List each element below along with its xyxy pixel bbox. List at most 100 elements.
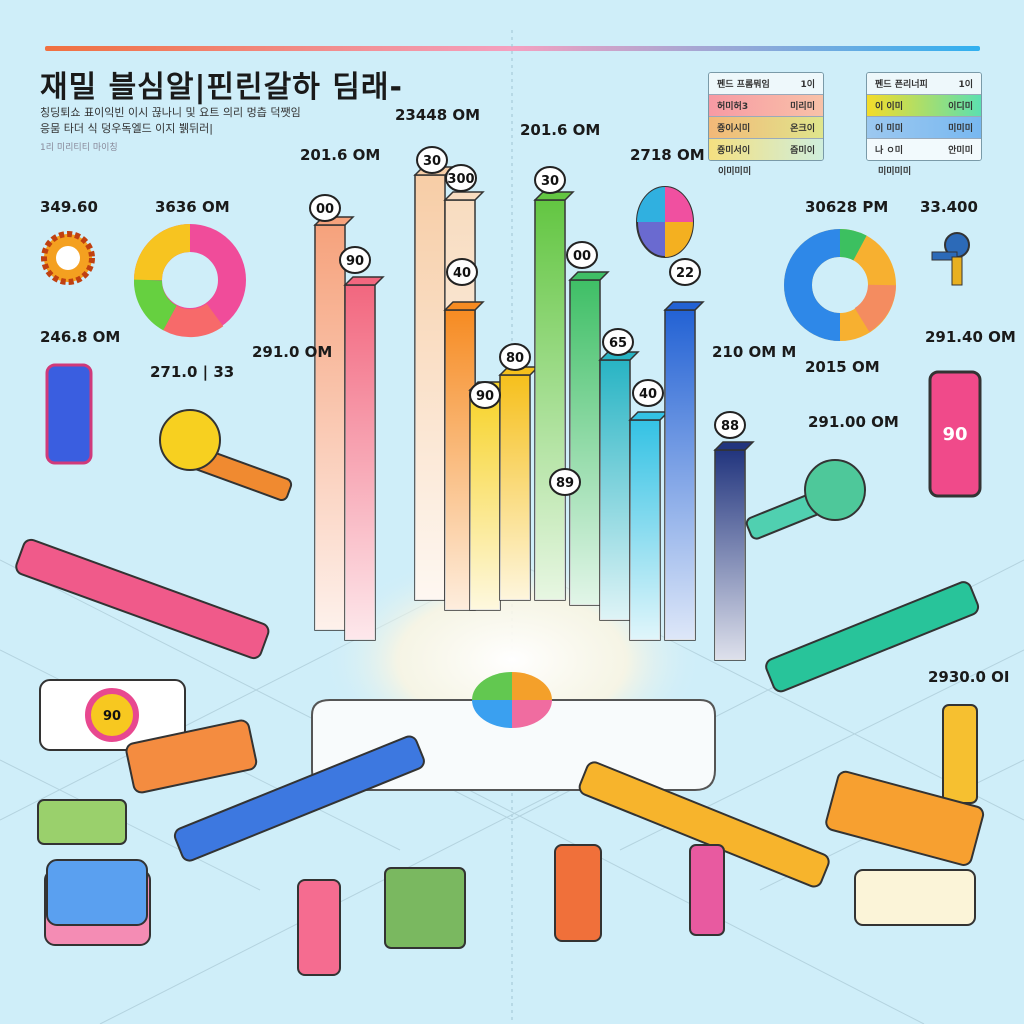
key-icon (931, 232, 970, 286)
center-pie-chart (472, 672, 552, 728)
color-wheel-icon (636, 186, 694, 258)
legend-cell: 죵이시미 (717, 124, 751, 134)
legend-cell: 안미미 (948, 146, 973, 156)
stat-value: 291.0 OM (252, 343, 332, 361)
bar-top (628, 411, 670, 421)
stat-value: 30628 PM (805, 198, 888, 216)
phone-small (942, 704, 978, 804)
stat-value: 246.8 OM (40, 328, 120, 346)
bubble-label: 22 (676, 266, 694, 281)
bar-fade (570, 280, 600, 605)
phone-left (45, 363, 93, 465)
tray-left (39, 679, 186, 751)
bar-top (443, 191, 485, 201)
donut-chart-left (134, 224, 246, 338)
subtitle-caption: 1리 미리티티 마이칭 (40, 143, 118, 153)
bar (444, 199, 476, 601)
bubble-label: 30 (541, 174, 559, 189)
stat-labels: 23448 OM 201.6 OM 201.6 OM 2718 OM 349.60 363… (40, 106, 1016, 686)
value-bubble (499, 343, 531, 371)
bar-top (343, 276, 385, 286)
legend-cell: 온크이 (790, 124, 815, 134)
bar-fade (500, 375, 530, 600)
stat-value: 33.400 (920, 198, 978, 216)
phone-tilted (825, 770, 985, 866)
phone-right (928, 370, 982, 498)
legend-table-left: 펜드 프롬뭐임 1이 허미허3 미리미 죵이시미 온크이 죵미서이 즘미이 (708, 72, 824, 161)
bubble-label: 300 (447, 172, 474, 187)
donut-chart-right (784, 228, 896, 341)
value-bubble (549, 468, 581, 496)
legend-cell: 나 ㅇ미 (875, 146, 903, 156)
book-stack (384, 867, 466, 949)
wrist-band-green (765, 581, 980, 693)
legend-row: 죵미서이 즘미이 (709, 138, 823, 160)
tray-ring (85, 688, 139, 742)
value-bubble (309, 194, 341, 222)
bar-top (533, 191, 575, 201)
legend-cell: 펜드 프롬뭐임 (717, 80, 770, 90)
bar (314, 224, 346, 631)
legend-cell: 허미허3 (717, 102, 749, 112)
legend-footer: 미미미미 (878, 167, 912, 177)
value-bubble (534, 166, 566, 194)
bar (499, 374, 531, 601)
phone-screen-label: 90 (942, 424, 967, 445)
stat-value: 201.6 OM (300, 146, 380, 164)
legend-row: 나 ㅇ미 안미미 (867, 138, 981, 160)
stat-value: 2718 OM (630, 146, 705, 164)
device-orange (125, 719, 258, 794)
wrist-band-teal (745, 483, 846, 540)
pie-slice (512, 700, 552, 728)
bar (714, 449, 746, 661)
bar (569, 279, 601, 606)
legend-header: 펜드 프롬뭐임 1이 (709, 73, 823, 94)
bar (534, 199, 566, 601)
legend-cell: 즘미이 (790, 146, 815, 156)
value-bubble (446, 258, 478, 286)
bubble-label: 40 (453, 266, 471, 281)
legend-footer: 이미미미 (718, 167, 752, 177)
card-stack-top (46, 859, 148, 926)
bar (599, 359, 631, 621)
legend-row: 죵이시미 온크이 (709, 116, 823, 138)
bubble-label: 00 (316, 202, 334, 217)
value-bubble (566, 241, 598, 269)
bubble-label: 65 (609, 336, 627, 351)
bar-fade (630, 420, 660, 640)
value-bubble (602, 328, 634, 356)
bar (469, 389, 501, 611)
bar-top (663, 301, 705, 311)
bar-top (443, 301, 485, 311)
value-bubble (632, 379, 664, 407)
center-glow (322, 550, 702, 770)
bar-fade (445, 310, 475, 610)
page-title: 재밀 블심알|핀린갈하 딤래- (40, 70, 403, 105)
wrist-band-blue (173, 735, 425, 862)
pie-slice (472, 672, 512, 700)
value-bubbles: 00 90 30 300 40 90 80 30 00 65 40 22 88 89 (309, 146, 746, 496)
subtitle-line: 칭딩퇴쇼 표이익빈 이시 끊나니 및 요트 의리 멍츱 덕쨋임 (40, 106, 301, 119)
bubble-label: 80 (506, 351, 524, 366)
legend-header: 펜드 픈리너피 1이 (867, 73, 981, 94)
bubble-label: 90 (346, 254, 364, 269)
tray-right (854, 869, 976, 926)
legend-cell: 1이 (800, 80, 815, 90)
legend-cell: 이 미미 (875, 124, 903, 134)
bar (629, 419, 661, 641)
bar-fade (535, 200, 565, 600)
bar (344, 284, 376, 641)
bubble-label: 30 (423, 154, 441, 169)
wrist-band-yellow (578, 761, 830, 888)
bar-fade (470, 390, 500, 610)
legend-cell: 펜드 픈리너피 (875, 80, 928, 90)
bar-top (413, 166, 455, 176)
bar-top (568, 271, 610, 281)
value-bubble (669, 258, 701, 286)
phone-bottom-right (689, 844, 725, 936)
stat-value: 349.60 (40, 198, 98, 216)
device-green (37, 799, 127, 845)
legend-row: 이 미미 미미미 (867, 116, 981, 138)
bar (664, 309, 696, 641)
gear-icon (41, 231, 95, 285)
